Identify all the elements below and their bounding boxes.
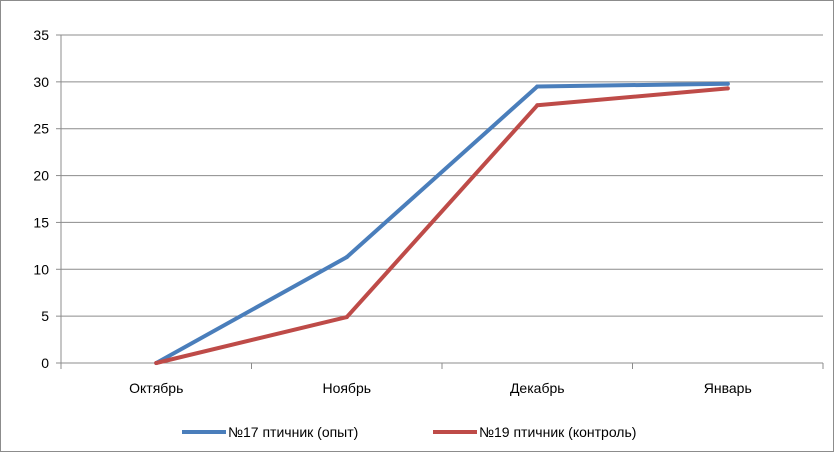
y-tick-label: 30 [33, 74, 49, 90]
data-point [344, 255, 349, 260]
y-tick-label: 25 [33, 121, 49, 137]
y-tick-labels: 0 5 10 15 20 25 30 35 [33, 27, 49, 371]
data-point [344, 315, 349, 320]
y-tick-label: 15 [33, 214, 49, 230]
legend-label: №17 птичник (опыт) [228, 424, 358, 440]
data-point [154, 361, 159, 365]
y-tick-label: 0 [41, 355, 49, 371]
y-tick-label: 35 [33, 27, 49, 43]
x-tick-label: Октябрь [129, 380, 183, 396]
y-tick-label: 10 [33, 261, 49, 277]
gridlines [61, 34, 823, 317]
series-group [154, 81, 730, 365]
series-line-2 [154, 86, 730, 365]
series-line-1 [154, 81, 730, 365]
axes [56, 34, 824, 369]
data-point [535, 84, 540, 89]
data-point [725, 81, 730, 86]
y-tick-label: 20 [33, 168, 49, 184]
x-tick-label: Январь [704, 380, 752, 396]
data-point [725, 86, 730, 91]
x-tick-label: Ноябрь [322, 380, 371, 396]
y-tick-label: 5 [41, 308, 49, 324]
x-tick-labels: Октябрь Ноябрь Декабрь Январь [129, 380, 752, 396]
legend: №17 птичник (опыт) №19 птичник (контроль) [182, 424, 636, 440]
x-tick-label: Декабрь [510, 380, 565, 396]
data-point [535, 103, 540, 108]
legend-label: №19 птичник (контроль) [479, 424, 636, 440]
